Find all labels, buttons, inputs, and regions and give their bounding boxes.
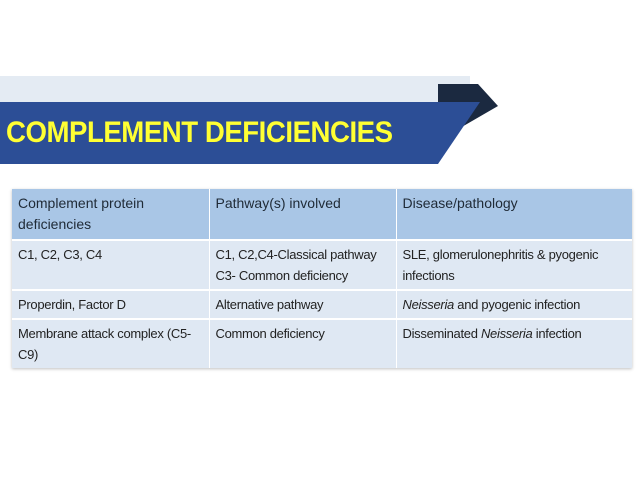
banner-backdrop [0,76,470,104]
cell-pathway: C1, C2,C4-Classical pathway C3- Common d… [208,240,396,290]
pathway-line: C1, C2,C4-Classical pathway [215,247,377,262]
disease-text: SLE, glomerulonephritis & pyogenic infec… [402,247,599,283]
header-protein: Complement protein deficiencies [18,195,145,232]
table-row: Properdin, Factor D Alternative pathway … [12,290,632,319]
pathway-line: C3- Common deficiency [215,268,349,283]
table-row: C1, C2, C3, C4 C1, C2,C4-Classical pathw… [12,240,632,290]
header-pathway: Pathway(s) involved [208,189,396,240]
deficiency-table: Complement protein deficiencies Pathway(… [12,189,632,368]
disease-organism: Neisseria [402,297,455,312]
disease-text: infection [532,326,582,341]
disease-text: Disseminated [402,326,481,341]
cell-disease: Disseminated Neisseria infection [395,319,632,368]
cell-protein: Properdin, Factor D [18,297,126,312]
header-disease: Disease/pathology [395,189,632,240]
cell-pathway: Alternative pathway [208,290,396,319]
table-row: Membrane attack complex (C5-C9) Common d… [12,319,632,368]
disease-text: and pyogenic infection [453,297,581,312]
cell-protein: C1, C2, C3, C4 [18,247,102,262]
cell-protein: Membrane attack complex (C5-C9) [18,326,191,362]
cell-pathway: Common deficiency [208,319,396,368]
pathway-line: Common deficiency [215,326,325,341]
page-title: COMPLEMENT DEFICIENCIES [6,116,393,149]
title-banner [0,102,480,164]
pathway-line: Alternative pathway [215,297,324,312]
cell-disease: SLE, glomerulonephritis & pyogenic infec… [395,240,632,290]
table-header-row: Complement protein deficiencies Pathway(… [12,189,632,240]
disease-organism: Neisseria [480,326,533,341]
cell-disease: Neisseria and pyogenic infection [395,290,632,319]
